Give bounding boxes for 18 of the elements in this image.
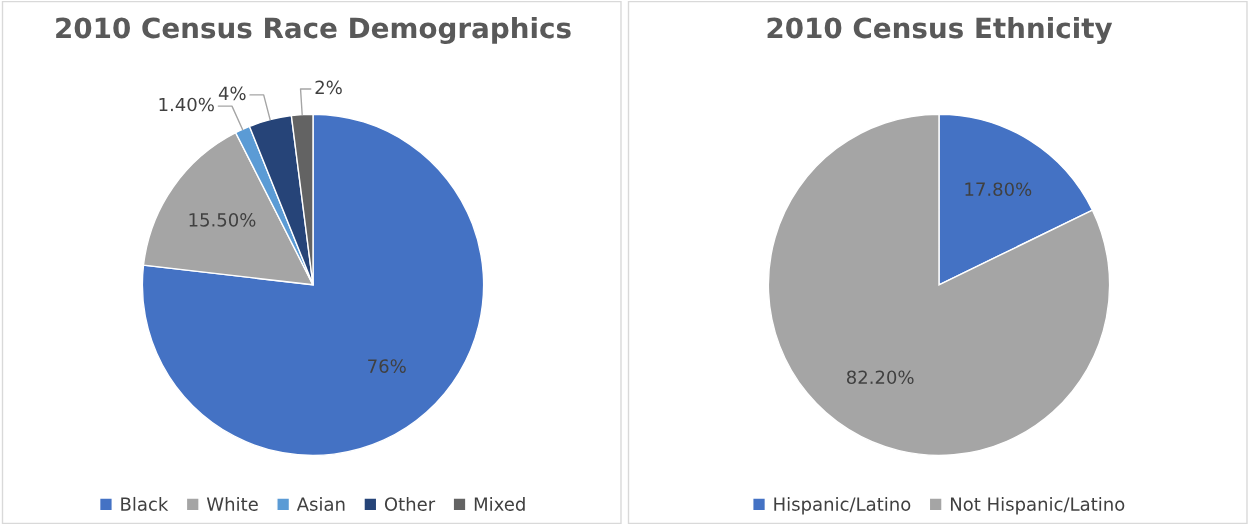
data-label: 15.50% — [189, 213, 256, 227]
legend-label: White — [206, 496, 258, 511]
data-label: 17.80% — [965, 182, 1032, 197]
pie-slice — [767, 113, 1111, 457]
legend-label: Hispanic/Latino — [774, 496, 911, 515]
data-label: 76% — [368, 359, 406, 373]
data-label: 4% — [218, 86, 246, 101]
data-label: 82.20% — [846, 370, 914, 385]
data-label: 2% — [315, 80, 342, 95]
legend-label: Not Hispanic/Latino — [950, 496, 1125, 515]
chart-title: 2010 Census Ethnicity — [767, 16, 1113, 44]
legend-label: Asian — [296, 496, 345, 511]
data-label: 1.40% — [159, 97, 214, 112]
pie-slice — [141, 113, 485, 457]
legend-label: Other — [384, 496, 436, 511]
legend-label: Mixed — [474, 496, 525, 511]
chart-title: 2010 Census Race Demographics — [56, 16, 571, 44]
legend-label: Black — [121, 496, 169, 511]
